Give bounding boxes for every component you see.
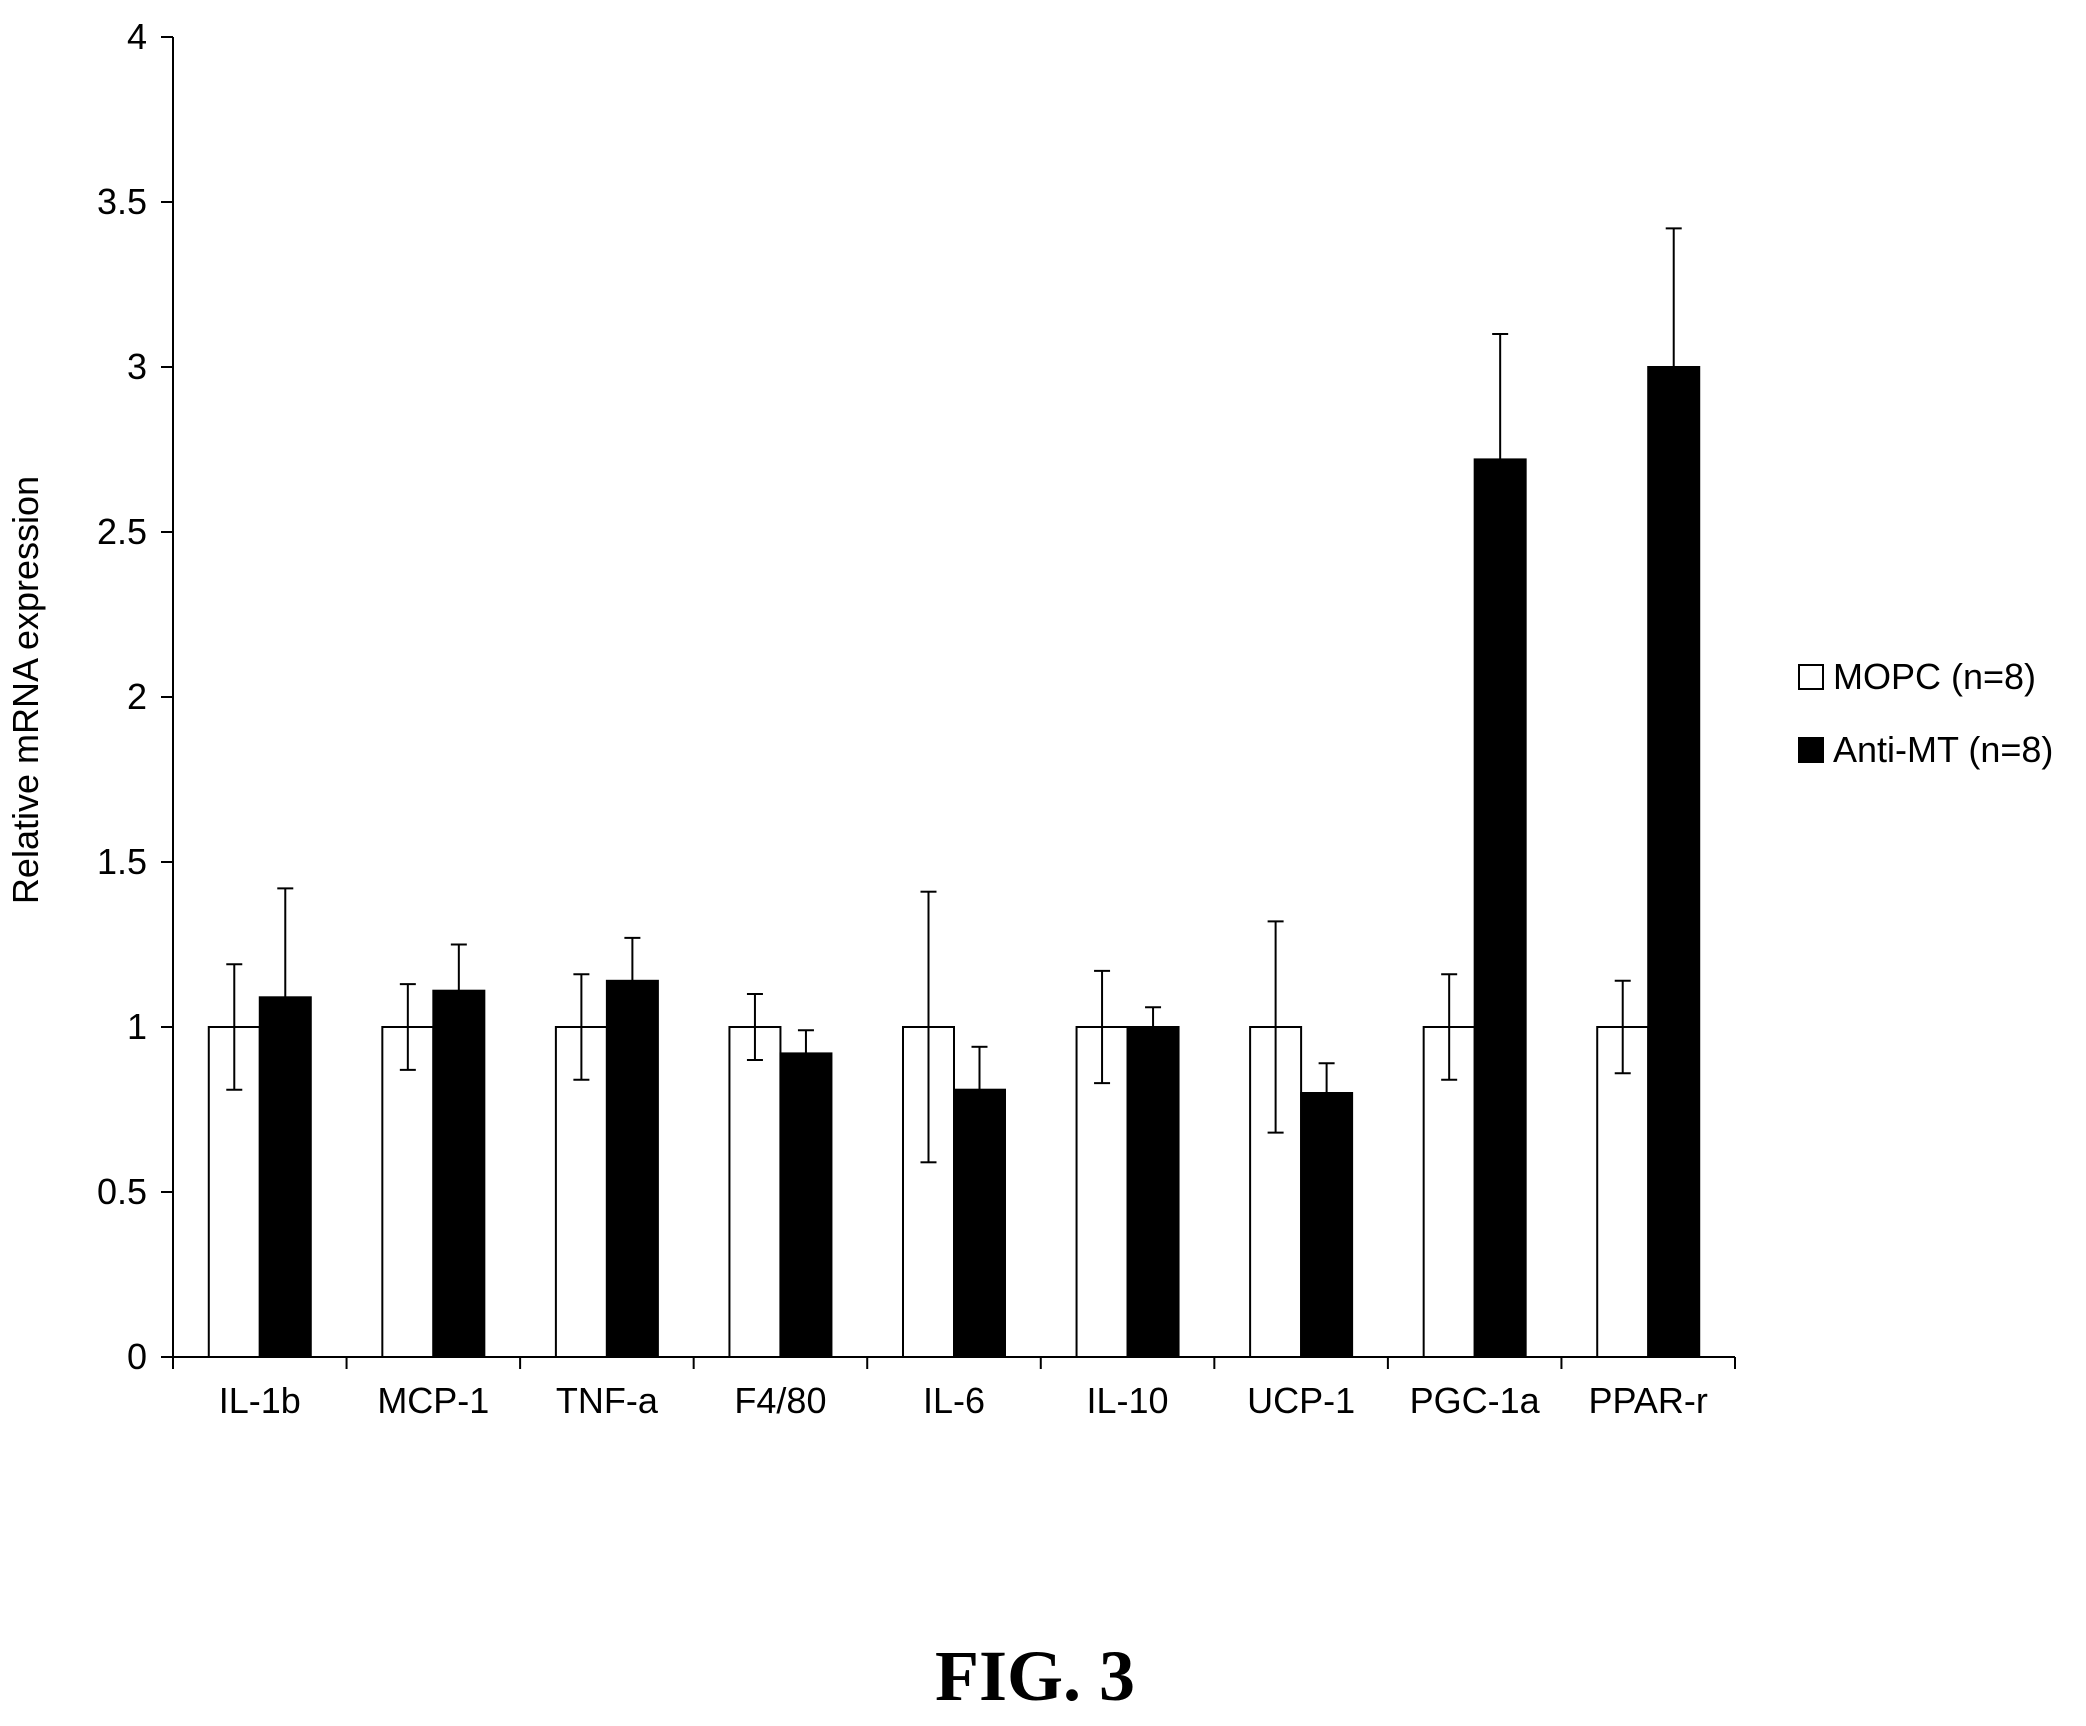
y-tick-label: 0 <box>127 1336 147 1377</box>
bar <box>1300 1092 1354 1358</box>
legend-swatch <box>1798 737 1824 763</box>
legend-label: Anti-MT (n=8) <box>1833 729 2053 770</box>
y-tick-label: 3.5 <box>97 181 147 222</box>
x-tick-label: TNF-a <box>556 1380 659 1421</box>
y-tick-label: 2.5 <box>97 511 147 552</box>
x-tick-label: MCP-1 <box>377 1380 489 1421</box>
error-bars <box>226 227 1682 1164</box>
figure-label: FIG. 3 <box>935 1636 1135 1716</box>
legend-swatch <box>1798 664 1824 690</box>
axes: 0 0.5 1 1.5 2 2.5 3 3.5 4 IL-1b MCP-1 TNF-a F4/80 IL-… <box>97 16 1736 1421</box>
y-axis-title: Relative mRNA expression <box>5 476 46 904</box>
bar <box>605 979 659 1358</box>
x-tick-label: IL-6 <box>923 1380 985 1421</box>
y-tick-label: 4 <box>127 16 147 57</box>
y-tick-label: 1 <box>127 1006 147 1047</box>
y-tick-label: 2 <box>127 676 147 717</box>
bar <box>1647 366 1701 1358</box>
x-tick-label: PGC-1a <box>1410 1380 1541 1421</box>
legend: MOPC (n=8) Anti-MT (n=8) <box>1798 656 2053 770</box>
y-tick-label: 3 <box>127 346 147 387</box>
bar <box>1126 1026 1180 1358</box>
bar <box>728 1026 782 1358</box>
bar <box>381 1026 435 1358</box>
x-tick-label: F4/80 <box>734 1380 826 1421</box>
bar <box>953 1088 1006 1358</box>
bar <box>554 1026 608 1358</box>
x-tick-label: PPAR-r <box>1589 1380 1708 1421</box>
x-tick-label: IL-10 <box>1087 1380 1169 1421</box>
bar <box>432 989 486 1358</box>
y-tick-label: 0.5 <box>97 1171 147 1212</box>
legend-label: MOPC (n=8) <box>1833 656 2036 697</box>
bar <box>1473 458 1527 1358</box>
bar <box>779 1052 833 1359</box>
bar <box>1596 1026 1650 1358</box>
x-tick-label: UCP-1 <box>1247 1380 1355 1421</box>
y-tick-label: 1.5 <box>97 841 147 882</box>
x-tick-label: IL-1b <box>219 1380 301 1421</box>
bars <box>207 366 1701 1359</box>
